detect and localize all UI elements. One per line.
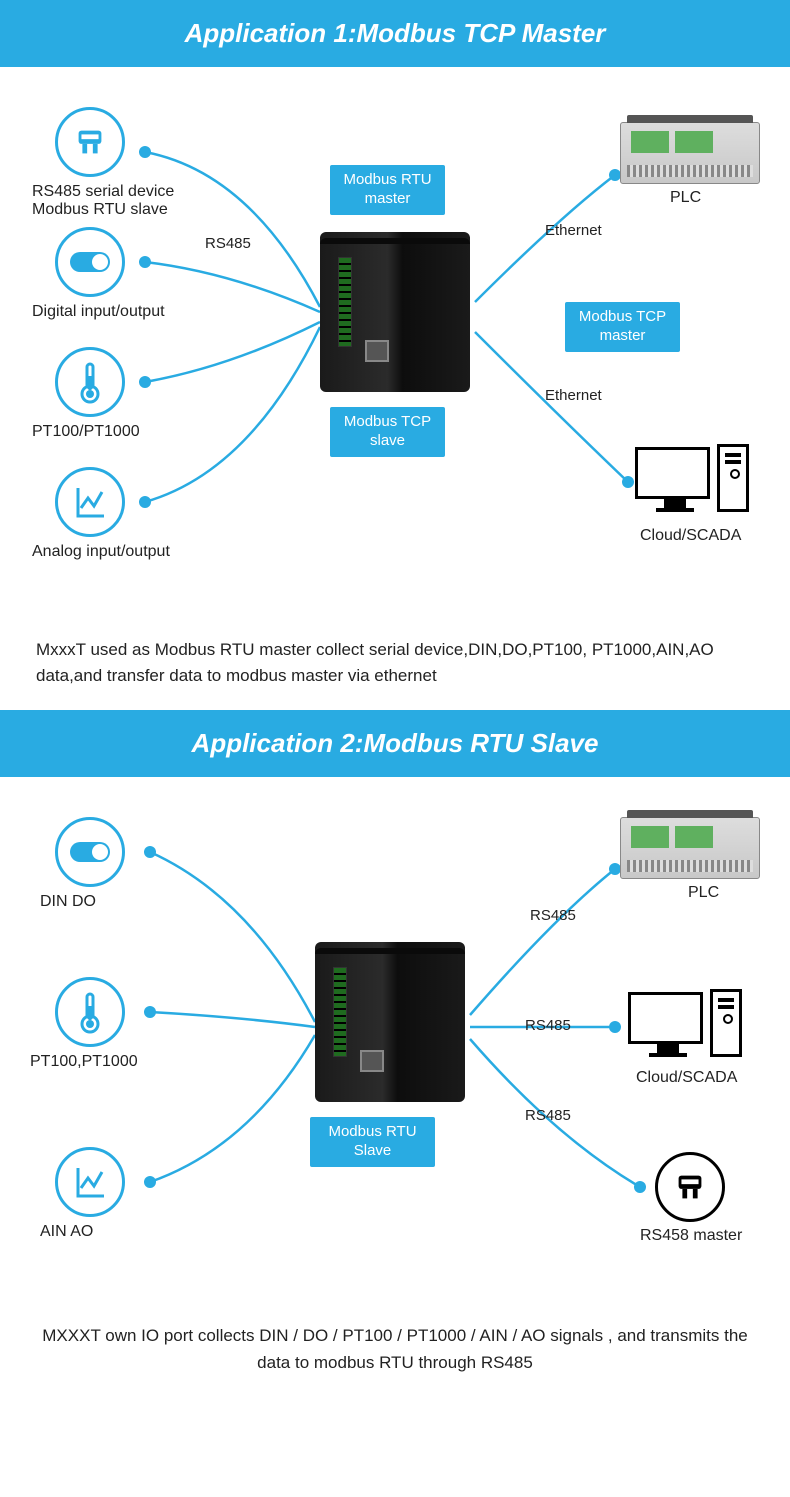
ethernet-top-label: Ethernet (545, 222, 602, 239)
ain-ao-label: AIN AO (40, 1223, 93, 1241)
rs485-label-2: RS485 (525, 1017, 571, 1034)
plc-label-2: PLC (688, 884, 719, 902)
rs485-master-icon (655, 1152, 725, 1222)
app1-description: MxxxT used as Modbus RTU master collect … (0, 627, 790, 710)
toggle-icon (55, 817, 125, 887)
app2-description: MXXXT own IO port collects DIN / DO / PT… (0, 1317, 790, 1398)
ethernet-bottom-label: Ethernet (545, 387, 602, 404)
center-device (320, 232, 470, 392)
tag-text: Modbus TCP master (579, 308, 666, 344)
rs485-edge-label: RS485 (205, 235, 251, 252)
din-do-label: DIN DO (40, 893, 96, 911)
app2-section: DIN DO PT100,PT1000 AIN AO Modbus RTU Sl… (0, 777, 790, 1398)
computer-device (635, 447, 755, 525)
tag-text: Modbus TCP slave (344, 413, 431, 449)
computer-device-2 (628, 992, 748, 1070)
modbus-tcp-slave-tag: Modbus TCP slave (330, 407, 445, 457)
center-device-2 (315, 942, 465, 1102)
app2-header: Application 2:Modbus RTU Slave (0, 710, 790, 777)
tag-text: Modbus RTU Slave (328, 1123, 416, 1159)
toggle-icon (55, 227, 125, 297)
thermometer-icon (55, 977, 125, 1047)
chart-icon (55, 467, 125, 537)
modbus-rtu-slave-tag: Modbus RTU Slave (310, 1117, 435, 1167)
rs485-label-3: RS485 (525, 1107, 571, 1124)
plc-label: PLC (670, 189, 701, 207)
pt100-pt1000-label: PT100,PT1000 (30, 1053, 138, 1071)
app2-diagram: DIN DO PT100,PT1000 AIN AO Modbus RTU Sl… (0, 777, 790, 1317)
serial-device-icon (55, 107, 125, 177)
serial-device-label: RS485 serial device Modbus RTU slave (32, 183, 174, 219)
app1-section: RS485 serial device Modbus RTU slave Dig… (0, 67, 790, 710)
chart-icon (55, 1147, 125, 1217)
app1-diagram: RS485 serial device Modbus RTU slave Dig… (0, 67, 790, 627)
rs485-label-1: RS485 (530, 907, 576, 924)
modbus-rtu-master-tag: Modbus RTU master (330, 165, 445, 215)
app1-header: Application 1:Modbus TCP Master (0, 0, 790, 67)
digital-io-label: Digital input/output (32, 303, 165, 321)
cloud-scada-label: Cloud/SCADA (640, 527, 741, 545)
plc-device (620, 122, 760, 184)
tag-text: Modbus RTU master (343, 171, 431, 207)
cloud-scada-label-2: Cloud/SCADA (636, 1069, 737, 1087)
plc-device-2 (620, 817, 760, 879)
analog-io-label: Analog input/output (32, 543, 170, 561)
pt100-label: PT100/PT1000 (32, 423, 140, 441)
thermometer-icon (55, 347, 125, 417)
modbus-tcp-master-tag: Modbus TCP master (565, 302, 680, 352)
rs458-master-label: RS458 master (640, 1227, 742, 1245)
